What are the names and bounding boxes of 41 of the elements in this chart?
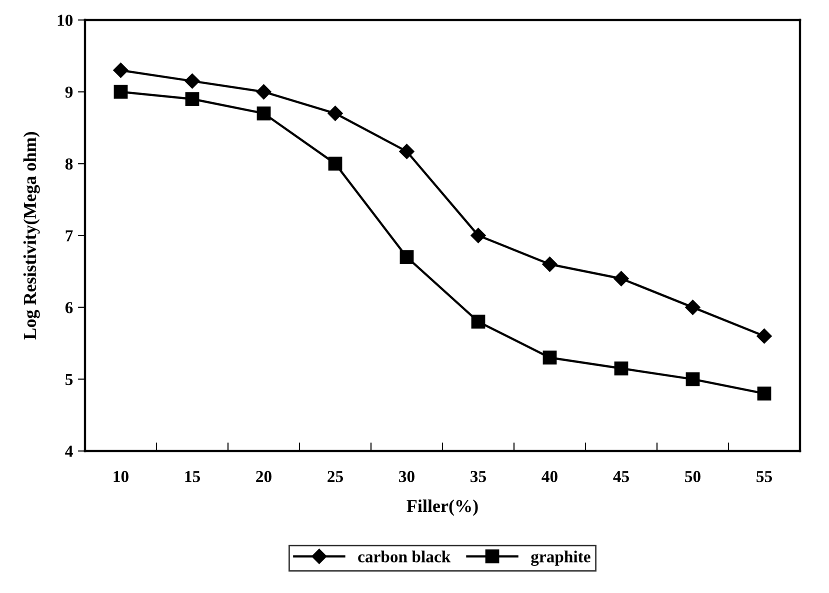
point [399,144,414,160]
point [542,350,557,365]
x-tick-label: 55 [756,471,772,482]
point [614,361,628,376]
point [471,314,486,329]
x-tick-label: 45 [613,471,629,482]
point [184,73,200,89]
x-tick-label: 35 [470,470,486,482]
point [542,256,558,272]
x-tick-label: 10 [114,470,128,482]
point [757,386,772,400]
y-tick-label: 9 [65,86,73,98]
point [328,156,342,171]
y-tick-label: 4 [65,446,73,457]
point [614,271,629,286]
x-axis-title: Filler(%) [406,499,478,516]
point [185,92,200,106]
point [470,228,486,244]
x-tick-label: 25 [328,470,343,482]
y-tick-label: 5 [66,374,73,386]
point [400,250,414,264]
y-tick-label: 7 [66,230,73,242]
x-tick-label: 30 [399,470,414,482]
point [113,62,128,78]
legend-label: graphite [531,550,590,566]
legend-label: carbon black [358,550,451,562]
point [686,372,700,386]
point [256,84,272,100]
point [256,106,271,120]
y-tick-label: 10 [58,14,73,26]
x-tick-label: 50 [685,470,700,482]
y-tick-label: 8 [65,158,73,170]
x-tick-label: 20 [256,470,272,482]
point [685,300,700,315]
point [328,106,343,121]
point [114,84,128,99]
x-tick-label: 15 [185,471,200,482]
x-tick-label: 40 [542,470,558,482]
y-tick-label: 6 [65,302,73,314]
point [756,328,772,344]
y-axis-title: Log Resistivity(Mega ohm) [23,132,40,340]
